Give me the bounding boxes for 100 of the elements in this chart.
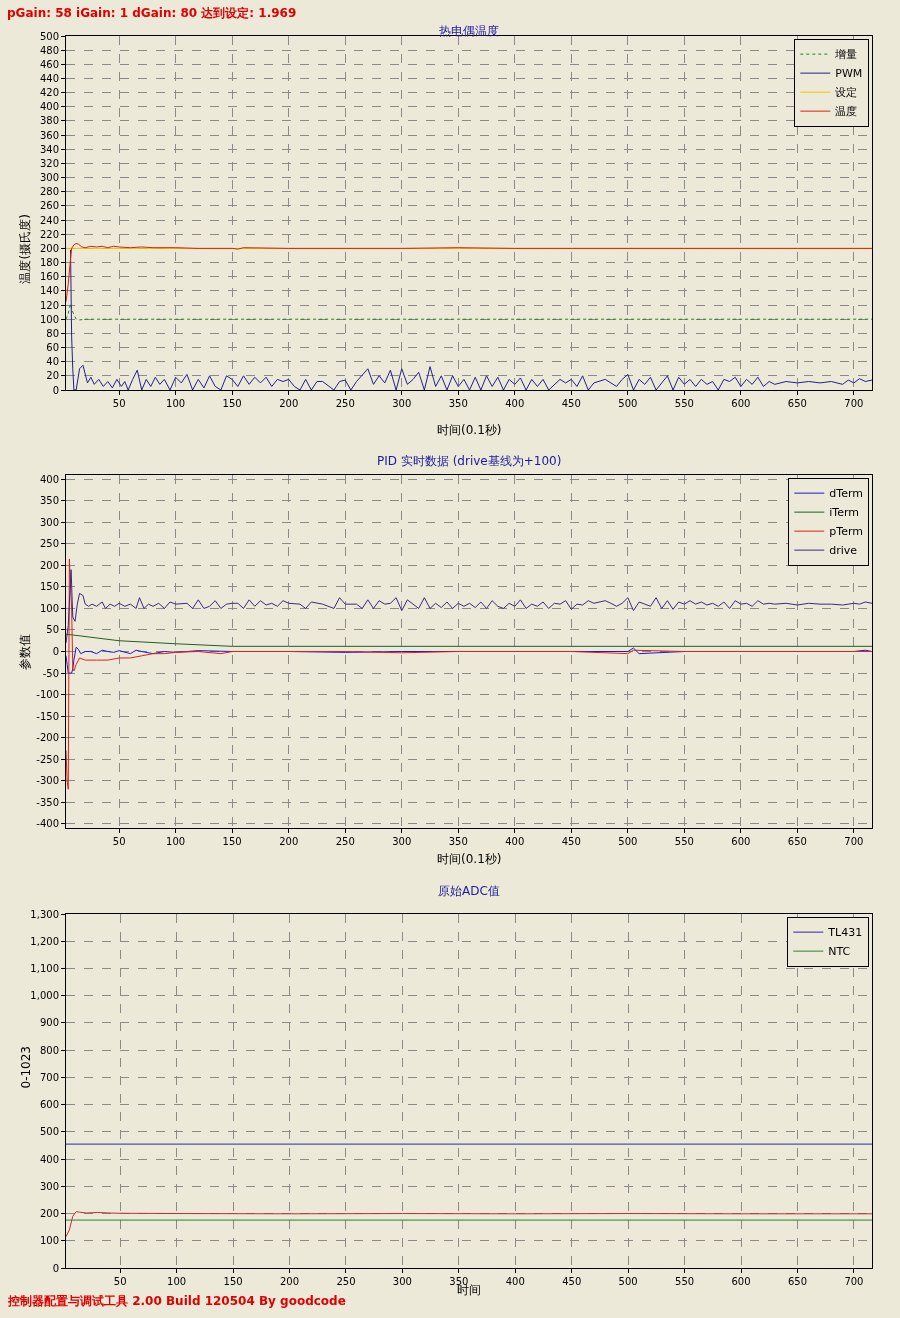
x-tick-label: 350 bbox=[448, 836, 468, 847]
x-tick-label: 150 bbox=[222, 398, 242, 409]
y-tick-label: 600 bbox=[39, 1099, 59, 1111]
x-tick-label: 50 bbox=[112, 836, 126, 847]
x-tick-label: 350 bbox=[448, 398, 468, 409]
y-tick-label: -250 bbox=[36, 753, 59, 765]
x-tick-label: 450 bbox=[562, 1276, 582, 1287]
legend-label: iTerm bbox=[829, 506, 860, 520]
y-tick-label: 400 bbox=[39, 1153, 59, 1165]
x-tick-label: 200 bbox=[279, 836, 299, 847]
y-tick-label: 420 bbox=[39, 87, 59, 99]
y-tick-label: 0 bbox=[52, 646, 59, 657]
y-tick-label: 500 bbox=[39, 30, 59, 42]
y-tick-label: -350 bbox=[36, 796, 59, 808]
y-tick-label: -400 bbox=[36, 818, 59, 830]
y-tick-label: 1,000 bbox=[30, 990, 59, 1002]
x-tick-label: 250 bbox=[335, 836, 355, 847]
chart-title: 热电偶温度 bbox=[439, 24, 499, 38]
y-tick-label: 400 bbox=[39, 473, 59, 485]
y-tick-label: 1,100 bbox=[30, 962, 59, 974]
x-tick-label: 250 bbox=[335, 398, 355, 409]
y-tick-label: 240 bbox=[39, 214, 59, 226]
x-tick-label: 450 bbox=[561, 836, 581, 847]
y-axis-title: 0-1023 bbox=[18, 1045, 33, 1089]
x-tick-label: 100 bbox=[166, 398, 186, 409]
y-tick-label: 1,200 bbox=[30, 935, 59, 947]
legend-label: TL431 bbox=[827, 926, 863, 940]
y-tick-label: 20 bbox=[46, 370, 59, 382]
chart-title: PID 实时数据 (drive基线为+100) bbox=[377, 454, 562, 468]
x-axis-title: 时间 bbox=[457, 1283, 481, 1297]
x-tick-label: 50 bbox=[112, 398, 126, 409]
x-tick-label: 450 bbox=[561, 398, 581, 409]
y-axis-title: 参数值 bbox=[17, 633, 32, 670]
text: pGain: 58 iGain: 1 dGain: 80 达到设定: 1.969 bbox=[7, 6, 297, 20]
y-tick-label: 120 bbox=[39, 299, 59, 311]
y-tick-label: 300 bbox=[39, 516, 59, 528]
y-tick-label: -50 bbox=[42, 667, 59, 679]
y-tick-label: 1,300 bbox=[30, 908, 59, 920]
y-tick-label: 0 bbox=[52, 1262, 59, 1274]
y-tick-label: 150 bbox=[39, 581, 59, 593]
x-axis-title: 时间(0.1秒) bbox=[437, 423, 502, 437]
x-tick-label: 650 bbox=[787, 836, 807, 847]
x-tick-label: 550 bbox=[674, 398, 694, 409]
x-tick-label: 200 bbox=[279, 398, 299, 409]
y-tick-label: 800 bbox=[39, 1044, 59, 1056]
y-tick-label: 0 bbox=[52, 384, 59, 396]
y-tick-label: 260 bbox=[39, 200, 59, 212]
x-tick-label: 550 bbox=[675, 1276, 695, 1287]
x-axis-title: 时间(0.1秒) bbox=[437, 852, 502, 866]
y-tick-label: 380 bbox=[39, 115, 59, 127]
chart-title: 原始ADC值 bbox=[438, 884, 500, 898]
legend-label: 设定 bbox=[835, 86, 858, 100]
legend-label: pTerm bbox=[829, 525, 863, 539]
y-tick-label: 50 bbox=[46, 624, 59, 636]
y-tick-label: -300 bbox=[36, 775, 59, 787]
x-tick-label: 400 bbox=[505, 836, 525, 847]
y-tick-label: -200 bbox=[36, 732, 59, 744]
x-tick-label: 700 bbox=[844, 398, 864, 409]
y-tick-label: 200 bbox=[39, 1208, 59, 1220]
x-tick-label: 600 bbox=[731, 1276, 751, 1287]
y-tick-label: 440 bbox=[39, 72, 59, 84]
y-tick-label: 340 bbox=[39, 143, 59, 155]
legend-label: NTC bbox=[828, 945, 851, 959]
y-tick-label: -150 bbox=[36, 710, 59, 722]
x-tick-label: 300 bbox=[392, 1276, 412, 1287]
x-tick-label: 600 bbox=[731, 398, 751, 409]
x-tick-label: 150 bbox=[223, 1276, 243, 1287]
y-tick-label: 200 bbox=[39, 242, 59, 254]
y-tick-label: 160 bbox=[39, 271, 59, 283]
legend-label: 温度 bbox=[835, 105, 858, 119]
text: 控制器配置与调试工具 2.00 Build 120504 By goodcode bbox=[7, 1294, 346, 1308]
y-tick-label: 200 bbox=[39, 559, 59, 571]
y-tick-label: 80 bbox=[46, 327, 59, 339]
y-tick-label: 250 bbox=[39, 538, 59, 550]
y-tick-label: 180 bbox=[39, 257, 59, 269]
x-tick-label: 150 bbox=[222, 836, 242, 847]
y-tick-label: 400 bbox=[39, 101, 59, 113]
x-tick-label: 400 bbox=[505, 1276, 525, 1287]
x-tick-label: 700 bbox=[844, 1276, 864, 1287]
x-tick-label: 700 bbox=[844, 836, 864, 847]
y-tick-label: 480 bbox=[39, 44, 59, 56]
x-tick-label: 50 bbox=[113, 1276, 127, 1287]
y-tick-label: 100 bbox=[39, 1235, 59, 1247]
x-tick-label: 550 bbox=[674, 836, 694, 847]
x-tick-label: 300 bbox=[392, 398, 412, 409]
legend-label: 增量 bbox=[834, 48, 858, 62]
x-tick-label: 500 bbox=[618, 1276, 638, 1287]
y-tick-label: 500 bbox=[39, 1126, 59, 1138]
x-tick-label: 200 bbox=[279, 1276, 300, 1287]
legend-label: dTerm bbox=[829, 487, 863, 501]
y-tick-label: 140 bbox=[39, 285, 59, 297]
y-tick-label: 350 bbox=[39, 495, 59, 507]
y-tick-label: 300 bbox=[39, 1180, 59, 1192]
x-tick-label: 500 bbox=[618, 836, 638, 847]
y-tick-label: -100 bbox=[36, 689, 59, 701]
y-tick-label: 220 bbox=[39, 228, 59, 240]
y-tick-label: 360 bbox=[39, 129, 59, 141]
y-tick-label: 100 bbox=[39, 602, 59, 614]
x-tick-label: 250 bbox=[336, 1276, 356, 1287]
x-tick-label: 600 bbox=[731, 836, 751, 847]
